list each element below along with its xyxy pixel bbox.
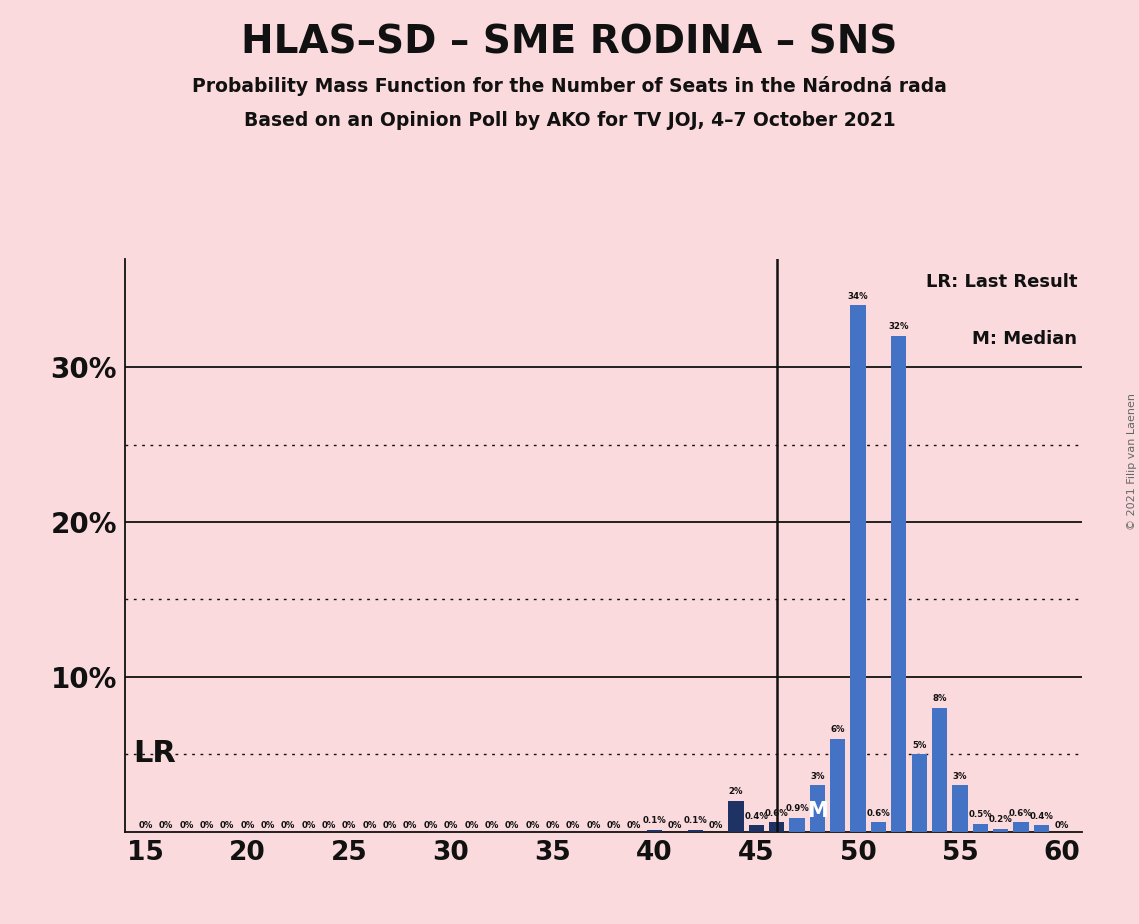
Text: 0%: 0% [362, 821, 377, 830]
Text: M: M [808, 801, 828, 821]
Text: 6%: 6% [830, 725, 845, 734]
Text: 0.1%: 0.1% [642, 817, 666, 825]
Bar [851, 305, 866, 832]
Text: 2%: 2% [729, 787, 744, 796]
Text: 0%: 0% [261, 821, 274, 830]
Text: 0%: 0% [484, 821, 499, 830]
Bar [891, 336, 907, 832]
Bar [993, 829, 1008, 832]
Bar [911, 754, 927, 832]
Text: 0%: 0% [403, 821, 418, 830]
Text: 0%: 0% [587, 821, 600, 830]
Text: 0.4%: 0.4% [1030, 812, 1054, 821]
Text: 0.6%: 0.6% [867, 808, 891, 818]
Bar [973, 824, 988, 832]
Bar [789, 818, 804, 832]
Text: 0%: 0% [139, 821, 153, 830]
Text: M: Median: M: Median [973, 331, 1077, 348]
Bar [830, 738, 845, 832]
Bar [1014, 822, 1029, 832]
Text: Based on an Opinion Poll by AKO for TV JOJ, 4–7 October 2021: Based on an Opinion Poll by AKO for TV J… [244, 111, 895, 130]
Text: 0%: 0% [220, 821, 235, 830]
Text: 0%: 0% [1055, 821, 1068, 830]
Text: 0%: 0% [525, 821, 540, 830]
Text: 0%: 0% [424, 821, 437, 830]
Text: 0%: 0% [240, 821, 255, 830]
Text: 0.9%: 0.9% [785, 804, 809, 813]
Text: 3%: 3% [952, 772, 967, 781]
Text: LR: Last Result: LR: Last Result [926, 274, 1077, 291]
Text: 0.6%: 0.6% [764, 808, 788, 818]
Text: 0.6%: 0.6% [1009, 808, 1033, 818]
Text: 0%: 0% [607, 821, 621, 830]
Text: 0%: 0% [566, 821, 581, 830]
Bar [871, 822, 886, 832]
Bar [748, 825, 764, 832]
Bar [952, 785, 967, 832]
Text: 0%: 0% [546, 821, 560, 830]
Text: 0.1%: 0.1% [683, 817, 707, 825]
Text: © 2021 Filip van Laenen: © 2021 Filip van Laenen [1126, 394, 1137, 530]
Text: 0.2%: 0.2% [989, 815, 1013, 824]
Text: 0%: 0% [199, 821, 214, 830]
Text: 5%: 5% [912, 740, 926, 749]
Text: 0%: 0% [321, 821, 336, 830]
Text: 0%: 0% [465, 821, 478, 830]
Text: 0%: 0% [179, 821, 194, 830]
Bar [688, 830, 703, 832]
Text: 34%: 34% [847, 292, 868, 300]
Text: HLAS–SD – SME RODINA – SNS: HLAS–SD – SME RODINA – SNS [241, 23, 898, 61]
Text: 0%: 0% [626, 821, 641, 830]
Bar [647, 830, 662, 832]
Text: 0%: 0% [444, 821, 458, 830]
Text: 0%: 0% [505, 821, 519, 830]
Bar [932, 708, 948, 832]
Text: 0%: 0% [281, 821, 295, 830]
Text: 0%: 0% [302, 821, 316, 830]
Bar [728, 800, 744, 832]
Text: 0%: 0% [342, 821, 357, 830]
Text: 32%: 32% [888, 322, 909, 332]
Text: 0%: 0% [383, 821, 398, 830]
Text: Probability Mass Function for the Number of Seats in the Národná rada: Probability Mass Function for the Number… [192, 76, 947, 96]
Text: 0%: 0% [667, 821, 682, 830]
Text: 0%: 0% [158, 821, 173, 830]
Bar [1034, 825, 1049, 832]
Text: 0.5%: 0.5% [968, 810, 992, 820]
Bar [769, 822, 785, 832]
Text: LR: LR [133, 739, 175, 768]
Text: 8%: 8% [933, 694, 947, 703]
Bar [810, 785, 825, 832]
Text: 3%: 3% [810, 772, 825, 781]
Text: 0.4%: 0.4% [745, 812, 769, 821]
Text: 0%: 0% [708, 821, 723, 830]
